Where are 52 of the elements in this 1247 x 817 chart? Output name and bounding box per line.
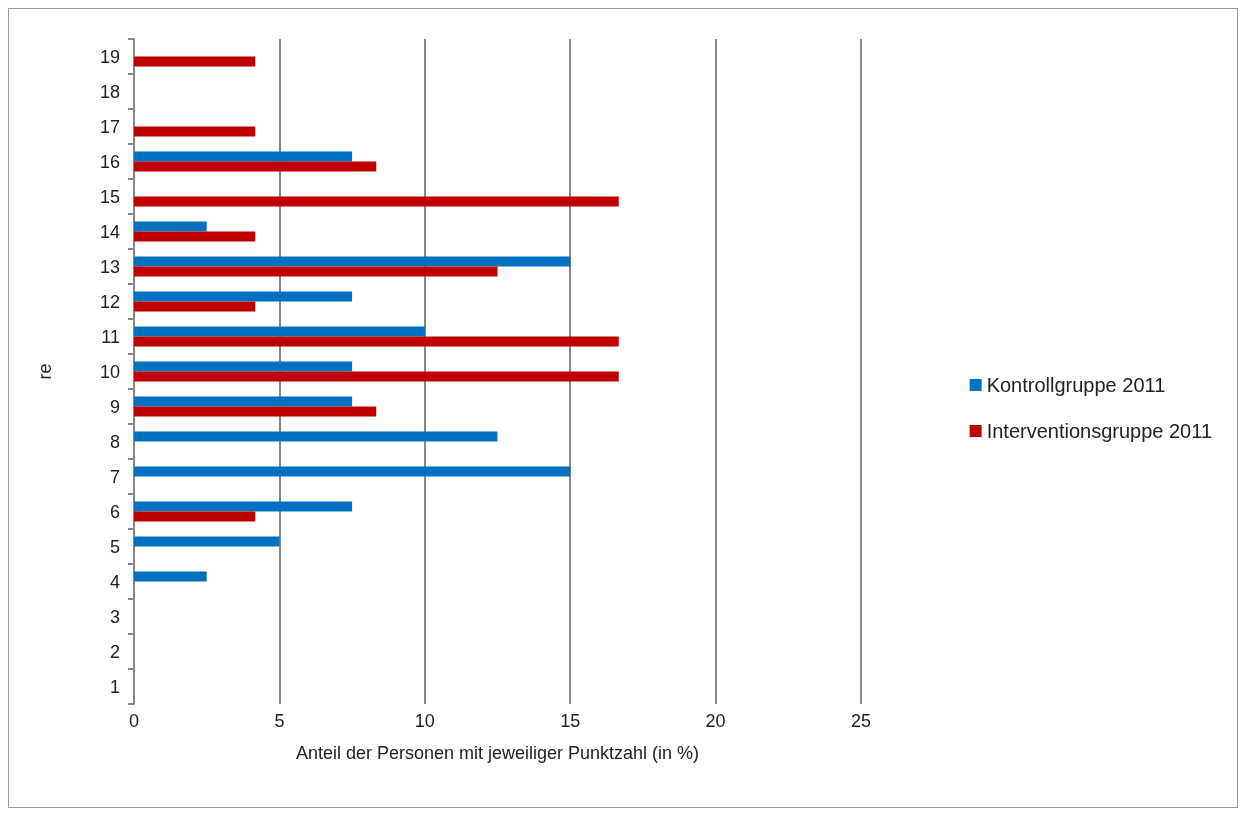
bar [134,256,571,267]
bar [134,326,425,337]
y-tick-label: 7 [109,466,120,487]
y-tick-label: 4 [109,571,120,592]
x-tick-label: 5 [274,711,285,731]
legend-label: Kontrollgruppe 2011 [986,374,1166,396]
bar [134,431,498,442]
bar [134,151,353,162]
y-tick-label: 10 [99,361,120,382]
bar [134,536,280,547]
y-tick-label: 14 [99,221,120,242]
legend-label: Interventionsgruppe 2011 [986,420,1213,442]
y-tick-label: 8 [109,431,120,452]
y-tick-label: 2 [109,641,120,662]
y-tick-label: 3 [109,606,120,627]
x-tick-label: 10 [414,711,435,731]
bar [134,396,353,407]
bar [134,466,571,477]
bar [134,161,377,172]
bar [134,231,256,242]
bar [134,361,353,372]
bar [134,56,256,67]
bar [134,291,353,302]
bar [134,501,353,512]
bar [134,266,498,277]
x-tick-label: 15 [560,711,581,731]
bar [134,336,619,347]
y-tick-label: 19 [99,46,120,67]
bar [134,371,619,382]
bar [134,196,619,207]
y-tick-label: 1 [109,676,120,697]
y-tick-label: 15 [99,186,120,207]
y-tick-label: 11 [101,326,120,347]
x-tick-label: 20 [705,711,726,731]
bar [134,126,256,137]
bar [134,511,256,522]
bar [134,406,377,417]
y-tick-label: 18 [99,81,120,102]
bar [134,571,207,582]
x-axis-title: Anteil der Personen mit jeweiliger Punktzahl (in %) [295,743,700,763]
y-tick-label: 5 [109,536,120,557]
bar [134,301,256,312]
y-tick-label: 9 [109,396,120,417]
y-tick-label: 6 [109,501,120,522]
x-tick-label: 0 [128,711,140,731]
y-tick-label: 16 [99,151,120,172]
x-tick-label: 25 [850,711,872,731]
y-tick-label: 12 [99,291,120,312]
y-axis-title: re [35,363,55,380]
y-tick-label: 17 [99,116,120,137]
bar [134,221,207,232]
y-tick-label: 13 [99,256,120,277]
